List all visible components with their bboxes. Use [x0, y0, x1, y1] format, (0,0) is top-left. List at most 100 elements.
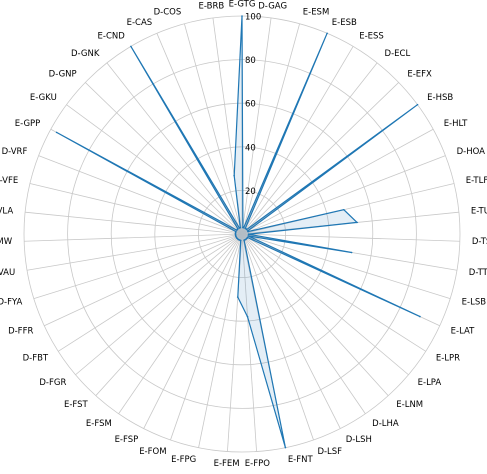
- category-label: D-VFE: [0, 176, 18, 186]
- radar-point: [419, 315, 421, 318]
- r-tick-label: 40: [245, 143, 256, 153]
- spoke: [24, 233, 243, 242]
- spoke: [85, 82, 243, 235]
- category-label: E-FOM: [139, 447, 166, 457]
- category-label: D-LSF: [317, 447, 342, 457]
- category-label: E-VMW: [0, 237, 13, 247]
- spoke: [241, 233, 366, 414]
- category-label: D-FGR: [39, 378, 66, 388]
- spoke: [95, 233, 243, 396]
- spoke: [58, 233, 243, 352]
- spoke: [75, 233, 243, 376]
- spoke: [241, 233, 257, 452]
- category-label: E-FST: [64, 400, 89, 410]
- category-label: E-CND: [98, 32, 126, 42]
- category-label: D-COS: [154, 8, 182, 18]
- spoke: [29, 183, 243, 235]
- spoke: [106, 62, 243, 235]
- spoke: [241, 82, 399, 235]
- radar-point: [247, 233, 250, 236]
- radar-point: [350, 251, 353, 254]
- radar-point: [237, 228, 239, 230]
- radar-point: [245, 228, 248, 231]
- category-label: D-LSH: [346, 435, 372, 445]
- spoke: [241, 233, 341, 429]
- category-label: E-GKU: [30, 93, 57, 103]
- category-label: D-TTA: [469, 268, 487, 278]
- category-label: D-VRF: [2, 147, 28, 157]
- r-tick-label: 80: [245, 56, 256, 66]
- r-tick-label: 20: [245, 187, 256, 197]
- spoke: [241, 23, 300, 235]
- category-label: E-BRB: [198, 2, 224, 12]
- category-label: E-HLT: [444, 119, 468, 129]
- radar-point: [242, 226, 245, 229]
- spoke: [26, 233, 243, 271]
- category-label: E-VAU: [0, 268, 15, 278]
- spoke: [241, 155, 446, 235]
- category-label: D-GNK: [71, 49, 100, 59]
- category-label: E-ESS: [359, 32, 384, 42]
- radar-point: [236, 296, 239, 298]
- r-tick-label: 60: [245, 100, 256, 110]
- category-label: D-TSL: [472, 237, 487, 247]
- spoke: [241, 62, 378, 235]
- category-label: E-VLA: [0, 206, 13, 216]
- spoke: [241, 46, 354, 235]
- category-label: E-LNM: [396, 400, 423, 410]
- spoke: [170, 233, 243, 441]
- spoke: [143, 233, 243, 429]
- category-label: D-LHA: [372, 419, 399, 429]
- radar-point: [246, 315, 249, 318]
- spoke: [241, 183, 455, 235]
- category-label: E-ESB: [332, 18, 357, 28]
- category-label: E-FNT: [288, 455, 314, 465]
- radar-area: [56, 16, 420, 448]
- radar-point: [241, 15, 243, 17]
- spoke: [25, 211, 243, 235]
- spoke: [156, 33, 243, 235]
- spoke: [184, 23, 243, 235]
- category-label: E-LSB: [462, 298, 487, 308]
- category-label: D-GAG: [258, 2, 287, 12]
- radar-point: [342, 208, 345, 211]
- category-label: E-LPA: [418, 378, 442, 388]
- spoke: [118, 233, 243, 414]
- category-label: E-ESM: [303, 8, 330, 18]
- category-label: D-ECL: [385, 49, 411, 59]
- category-label: E-GTG: [229, 0, 256, 10]
- category-label: E-FSP: [115, 435, 139, 445]
- radar-point: [243, 239, 245, 241]
- category-label: E-HSB: [427, 93, 453, 103]
- radar-point: [55, 131, 58, 134]
- category-label: E-EFX: [407, 70, 432, 80]
- category-label: D-FBT: [23, 353, 49, 363]
- category-label: E-LPR: [436, 353, 460, 363]
- radar-point: [247, 230, 249, 233]
- spoke: [241, 233, 314, 441]
- radar-point: [247, 235, 250, 237]
- spoke: [198, 233, 243, 448]
- category-label: D-GNP: [49, 70, 77, 80]
- category-label: E-FSM: [86, 419, 112, 429]
- radar-point: [326, 32, 328, 35]
- spoke: [33, 233, 243, 299]
- category-label: E-FEM: [214, 459, 240, 469]
- category-label: E-FPG: [171, 455, 196, 465]
- spoke: [241, 233, 460, 242]
- radar-point: [239, 226, 242, 229]
- spoke: [241, 233, 426, 352]
- category-label: D-FYA: [0, 298, 23, 308]
- grid-circle: [197, 189, 286, 278]
- radar-point: [235, 230, 237, 233]
- radar-point: [416, 103, 419, 106]
- category-label: D-HOA: [457, 147, 486, 157]
- category-label: E-FPO: [245, 459, 270, 469]
- spoke: [44, 233, 243, 327]
- radar-point: [356, 221, 358, 224]
- spoke: [38, 155, 243, 235]
- r-tick-label: 100: [245, 13, 261, 23]
- category-label: E-CAS: [127, 18, 153, 28]
- category-label: E-LAT: [451, 326, 476, 336]
